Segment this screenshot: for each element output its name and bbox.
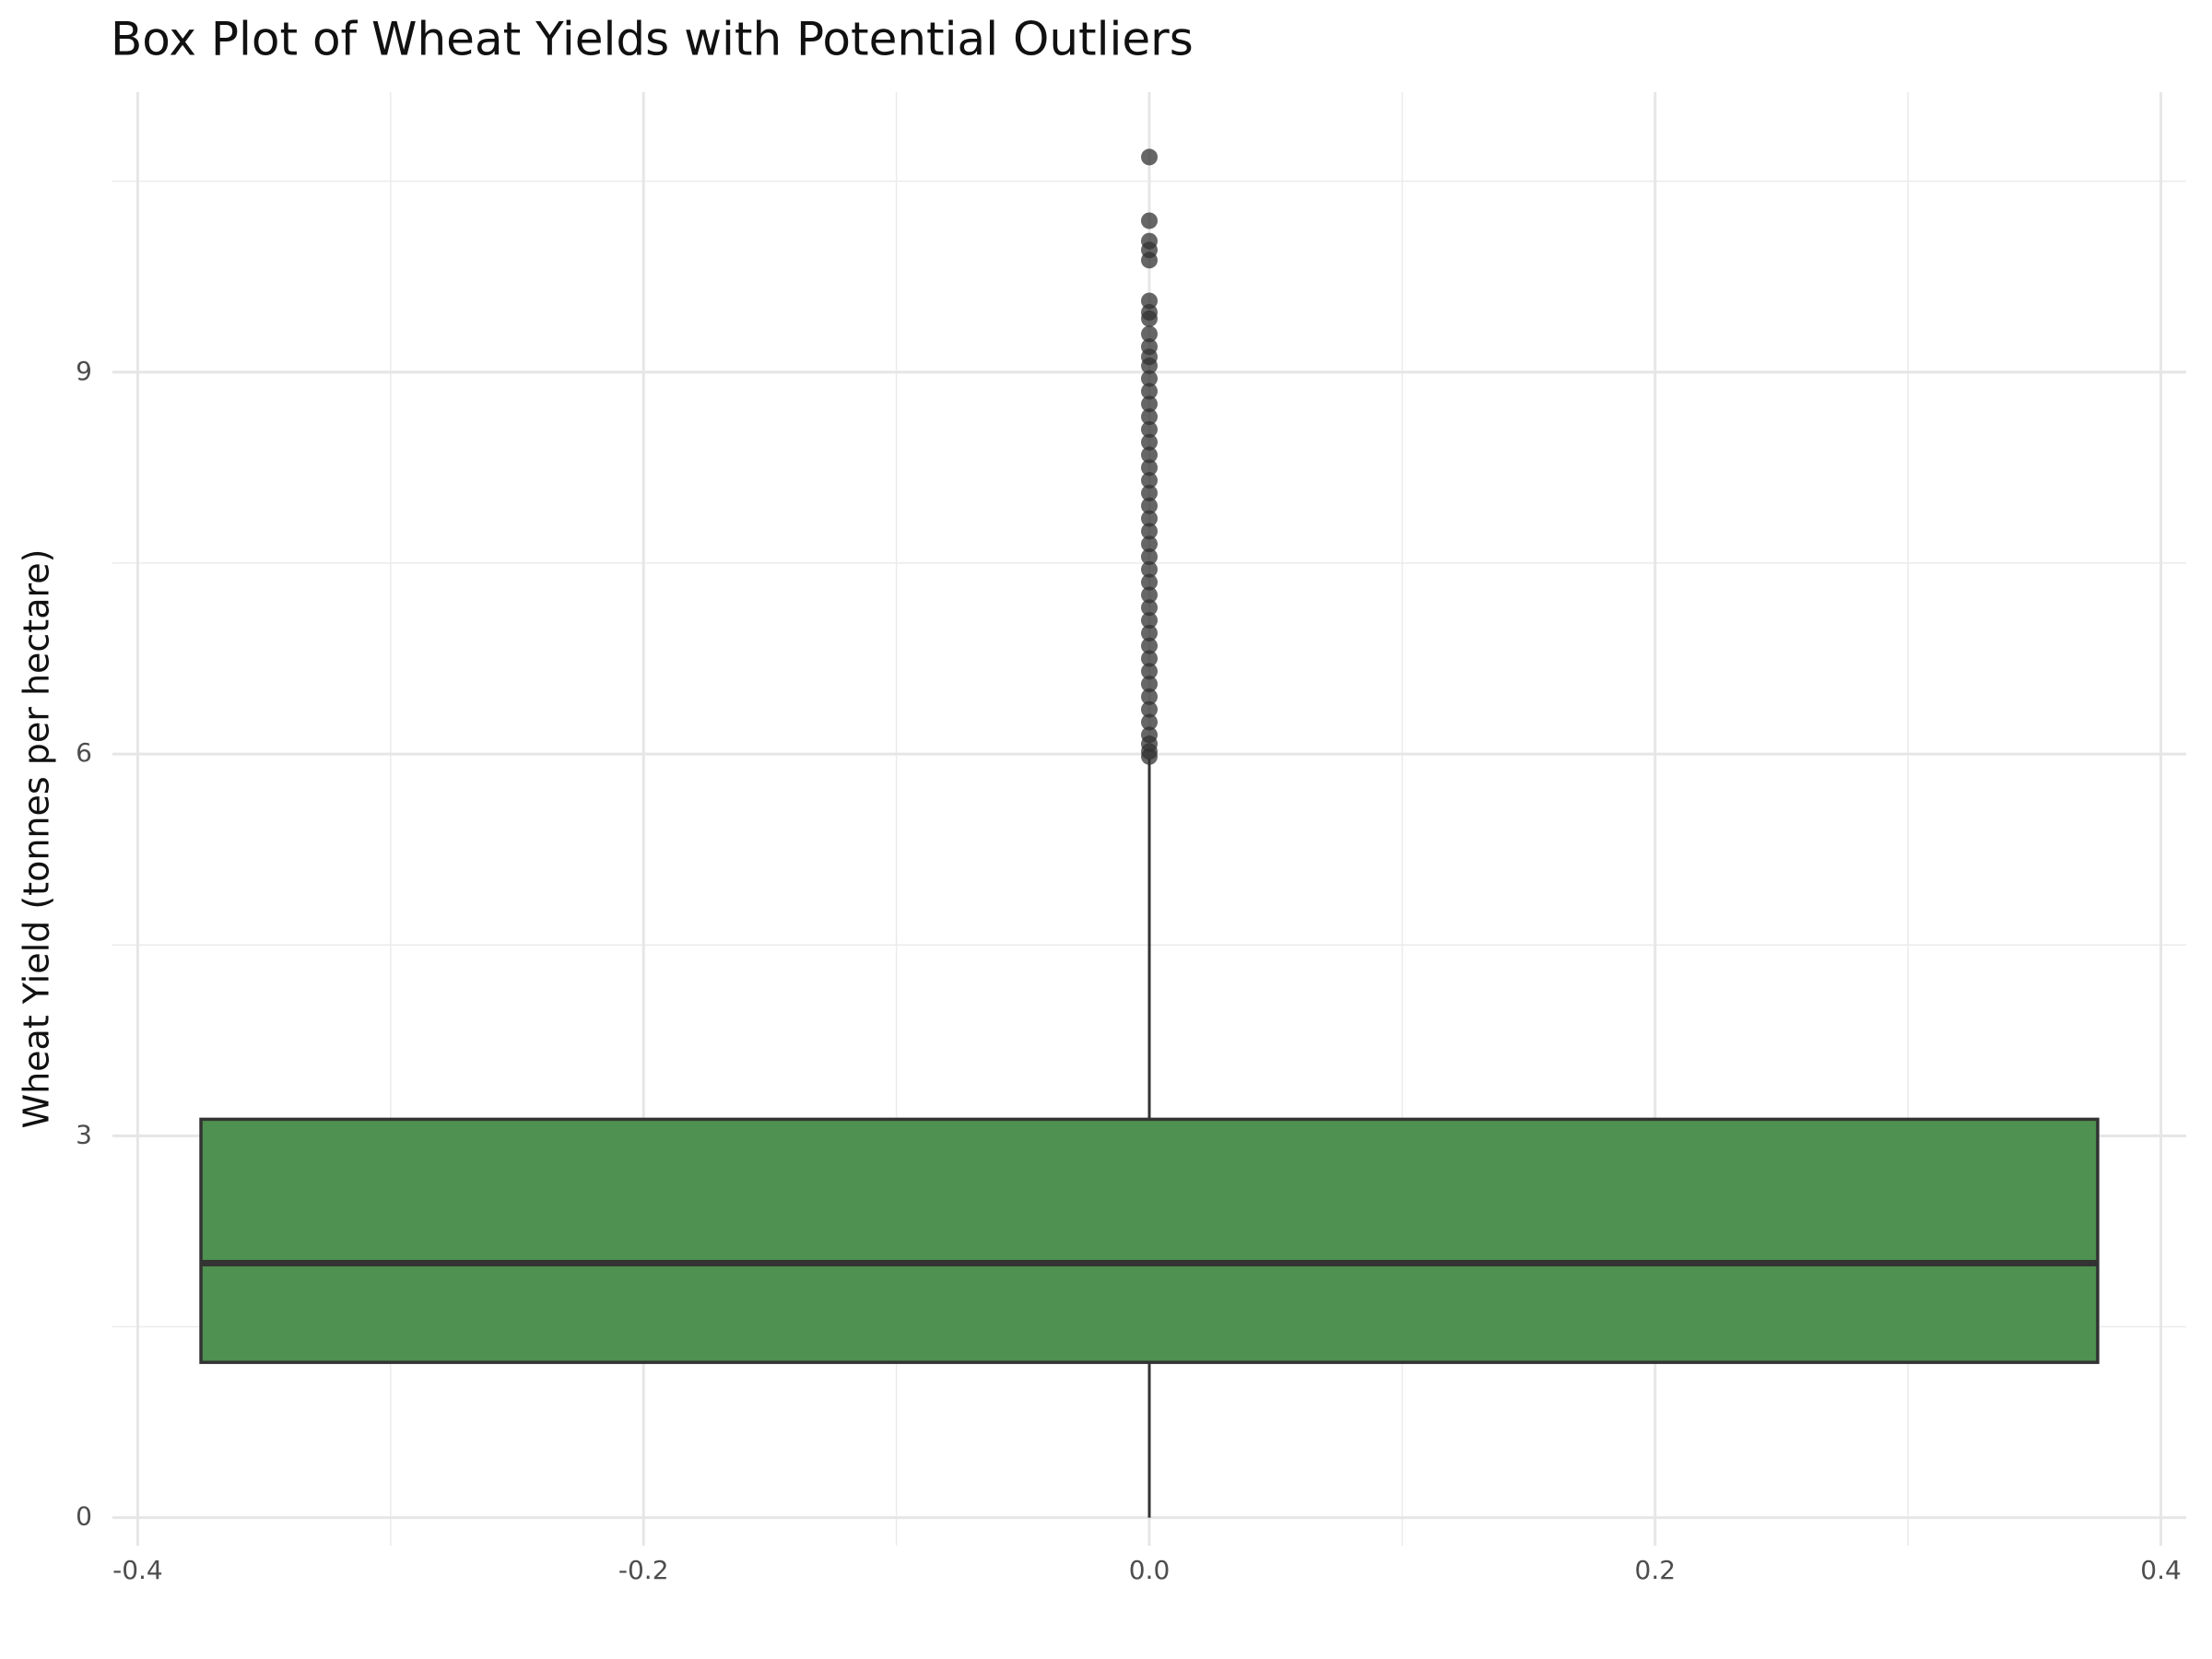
outlier: [1141, 408, 1158, 426]
outlier: [1141, 472, 1158, 489]
y-tick-label: 0: [76, 1501, 92, 1532]
outlier: [1141, 560, 1158, 578]
x-tick-label: -0.2: [618, 1555, 669, 1585]
outlier: [1141, 624, 1158, 641]
outlier: [1141, 303, 1158, 321]
outlier: [1141, 370, 1158, 387]
outlier: [1141, 548, 1158, 566]
chart-title: Box Plot of Wheat Yields with Potential …: [111, 13, 1194, 66]
x-tick-label: 0.2: [1635, 1555, 1677, 1585]
outlier: [1141, 599, 1158, 617]
x-tick-label: 0.0: [1129, 1555, 1171, 1585]
outlier: [1141, 676, 1158, 693]
outlier: [1141, 612, 1158, 629]
outlier: [1141, 446, 1158, 464]
outlier: [1141, 395, 1158, 413]
y-tick-label: 3: [76, 1119, 92, 1149]
outlier: [1141, 637, 1158, 654]
outlier: [1141, 523, 1158, 540]
outlier: [1141, 688, 1158, 705]
outlier: [1141, 433, 1158, 451]
y-axis-label: Wheat Yield (tonnes per hectare): [17, 549, 57, 1129]
outlier: [1141, 535, 1158, 553]
outlier: [1141, 586, 1158, 604]
box: [199, 1117, 2100, 1364]
x-tick-label: -0.4: [112, 1555, 163, 1585]
outlier: [1141, 573, 1158, 591]
outlier: [1141, 148, 1158, 166]
outlier: [1141, 484, 1158, 501]
y-tick-label: 9: [76, 356, 92, 386]
outlier: [1141, 663, 1158, 680]
outlier: [1141, 232, 1158, 250]
outlier: [1141, 726, 1158, 744]
outlier: [1141, 212, 1158, 229]
y-tick-label: 6: [76, 737, 92, 768]
outlier: [1141, 292, 1158, 310]
outlier: [1141, 382, 1158, 400]
outlier: [1141, 459, 1158, 477]
outlier: [1141, 338, 1158, 356]
outlier: [1141, 420, 1158, 438]
outlier: [1141, 325, 1158, 343]
outlier: [1141, 700, 1158, 718]
outlier: [1141, 497, 1158, 514]
outlier: [1141, 650, 1158, 667]
x-tick-label: 0.4: [2140, 1555, 2182, 1585]
outlier: [1141, 510, 1158, 527]
outlier: [1141, 713, 1158, 731]
